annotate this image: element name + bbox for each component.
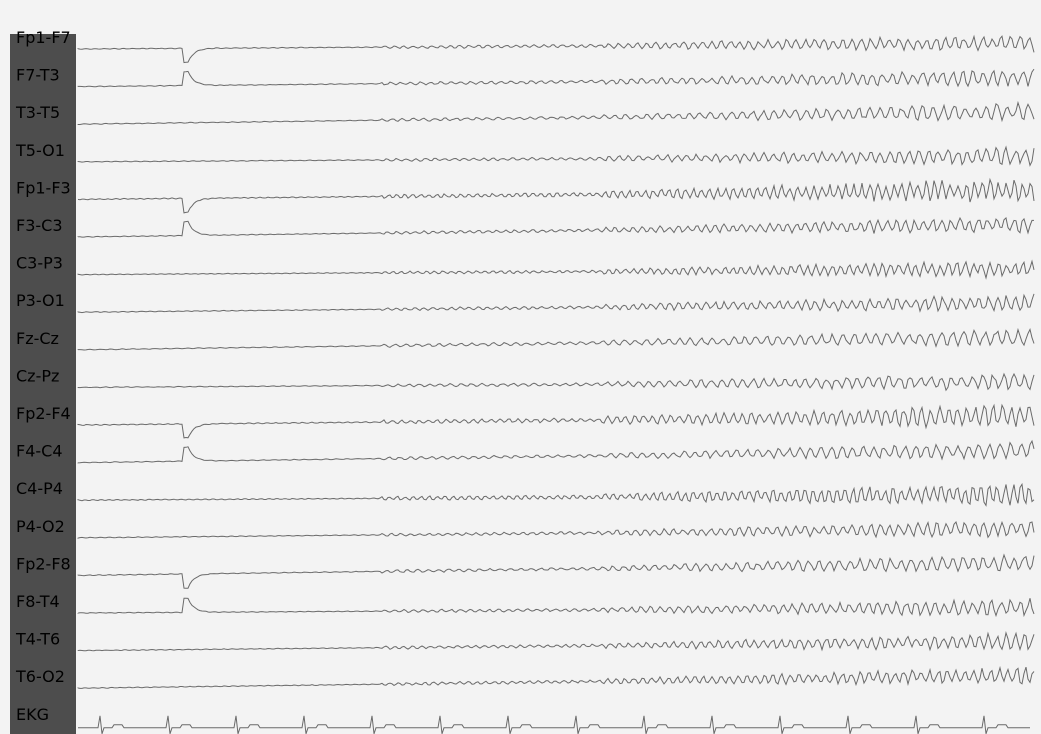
channel-label: EKG	[16, 705, 49, 724]
channel-label: T6-O2	[15, 667, 65, 686]
channel-label: F8-T4	[16, 592, 60, 611]
eeg-trace	[77, 293, 1035, 314]
eeg-trace	[77, 145, 1035, 167]
eeg-trace	[77, 665, 1035, 689]
eeg-trace	[77, 327, 1035, 351]
eeg-trace	[77, 259, 1035, 280]
eeg-trace	[77, 439, 1035, 464]
eeg-trace	[77, 403, 1035, 439]
eeg-trace	[77, 177, 1035, 214]
channel-label: F7-T3	[16, 66, 60, 85]
channel-label: Cz-Pz	[16, 366, 59, 385]
channel-label: Fp2-F8	[16, 554, 71, 573]
channel-label: Fp2-F4	[16, 404, 71, 423]
channel-label: F4-C4	[16, 442, 63, 461]
channel-label: T3-T5	[15, 103, 60, 122]
channel-label: P4-O2	[16, 517, 65, 536]
channel-label: C4-P4	[16, 479, 63, 498]
eeg-trace	[77, 216, 1034, 238]
eeg-trace	[77, 597, 1035, 618]
eeg-trace	[77, 631, 1035, 652]
channel-label: T5-O1	[15, 141, 65, 160]
traces	[77, 34, 1035, 734]
eeg-trace	[78, 715, 1030, 734]
eeg-trace	[77, 372, 1035, 392]
eeg-trace	[77, 34, 1035, 64]
eeg-trace	[77, 100, 1035, 125]
channel-label: Fz-Cz	[16, 329, 59, 348]
channel-label: C3-P3	[16, 254, 63, 273]
eeg-trace	[77, 553, 1035, 589]
eeg-trace	[77, 520, 1035, 539]
eeg-trace	[77, 482, 1035, 507]
channel-label: Fp1-F3	[16, 178, 71, 197]
channel-label: P3-O1	[16, 291, 65, 310]
channel-label: T4-T6	[15, 630, 60, 649]
channel-label: Fp1-F7	[16, 28, 71, 47]
eeg-trace	[77, 68, 1035, 88]
channel-sidebar	[10, 34, 76, 734]
channel-label: F3-C3	[16, 216, 63, 235]
channel-labels: Fp1-F7 F7-T3 T3-T5 T5-O1 Fp1-F3 F3-C3 C3-P3 P3-…	[15, 28, 71, 724]
